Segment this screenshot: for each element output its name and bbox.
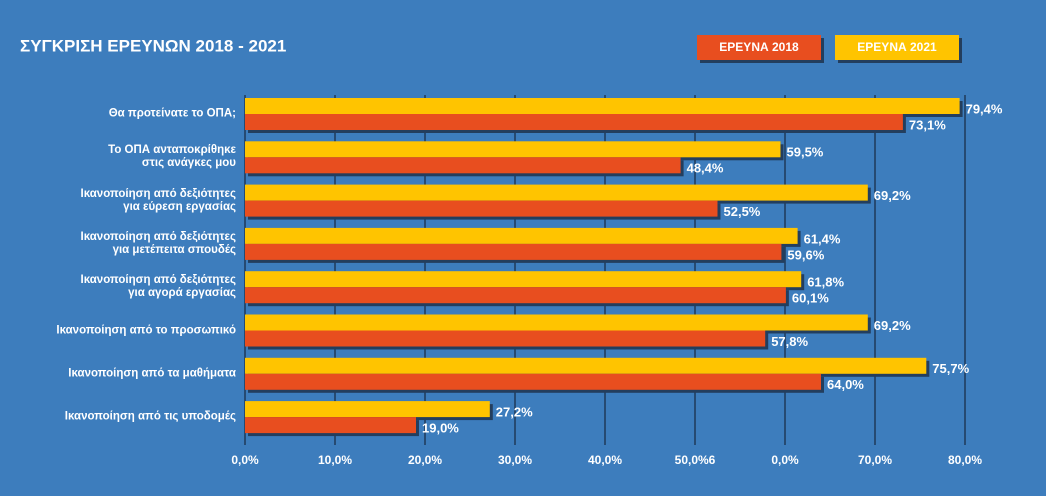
legend-label: ΕΡΕΥΝΑ 2018 <box>719 40 799 54</box>
bar <box>245 98 960 114</box>
y-tick-label: Το ΟΠΑ ανταποκρίθηκε στις ανάγκες μου <box>108 144 236 170</box>
bar <box>245 271 802 288</box>
legend-swatch <box>835 35 959 60</box>
legend-swatch <box>697 35 821 60</box>
value-label: 73,1% <box>909 117 946 132</box>
y-tick-label: Θα προτείνατε το ΟΠΑ; <box>108 107 236 120</box>
value-label: 57,8% <box>771 334 808 349</box>
y-tick-label: Ικανοποίηση από δεξιότητες για αγορά εργ… <box>80 274 237 300</box>
bar <box>245 243 782 260</box>
y-tick-label: Ικανοποίηση από δεξιότητες για μετέπειτα… <box>80 230 237 256</box>
value-label: 69,2% <box>874 318 911 333</box>
value-label: 64,0% <box>827 377 864 392</box>
bar <box>245 184 868 201</box>
bar <box>245 141 781 158</box>
bar <box>245 227 798 244</box>
y-tick-label: Ικανοποίηση από δεξιότητες για εύρεση ερ… <box>80 187 237 213</box>
bar <box>245 157 681 174</box>
x-tick-label: 0,0% <box>231 453 259 467</box>
value-label: 48,4% <box>687 161 724 176</box>
value-label: 27,2% <box>496 405 533 420</box>
y-tick-label: Ικανοποίηση από το προσωπικό <box>56 324 236 336</box>
bar <box>245 287 786 304</box>
x-tick-label: 0,0% <box>771 453 799 467</box>
value-label: 19,0% <box>422 421 459 436</box>
bar <box>245 314 868 331</box>
value-label: 61,4% <box>804 231 841 246</box>
x-tick-label: 80,0% <box>948 453 982 467</box>
y-tick-label: Ικανοποίηση από τα μαθήματα <box>68 367 236 380</box>
x-tick-label: 70,0% <box>858 453 892 467</box>
bar <box>245 330 766 347</box>
x-tick-label: 10,0% <box>318 453 352 467</box>
bar <box>245 401 490 418</box>
value-label: 75,7% <box>932 361 969 376</box>
value-label: 59,5% <box>787 145 824 160</box>
bar <box>245 200 718 217</box>
value-label: 60,1% <box>792 291 829 306</box>
value-label: 59,6% <box>787 247 824 262</box>
y-tick-label: Ικανοποίηση από τις υποδομές <box>64 410 236 423</box>
bar <box>245 357 927 374</box>
value-label: 52,5% <box>724 204 761 219</box>
x-tick-label: 20,0% <box>408 453 442 467</box>
value-label: 61,8% <box>807 275 844 290</box>
value-label: 79,4% <box>966 101 1003 116</box>
bar <box>245 114 903 130</box>
bar <box>245 373 821 390</box>
x-tick-label: 40,0% <box>588 453 622 467</box>
chart-title: ΣΥΓΚΡΙΣΗ ΕΡΕΥΝΩΝ 2018 - 2021 <box>20 36 286 55</box>
x-tick-label: 30,0% <box>498 453 532 467</box>
bar <box>245 417 416 434</box>
legend-label: ΕΡΕΥΝΑ 2021 <box>857 40 937 54</box>
x-tick-label: 50,0%6 <box>675 453 716 467</box>
value-label: 69,2% <box>874 188 911 203</box>
